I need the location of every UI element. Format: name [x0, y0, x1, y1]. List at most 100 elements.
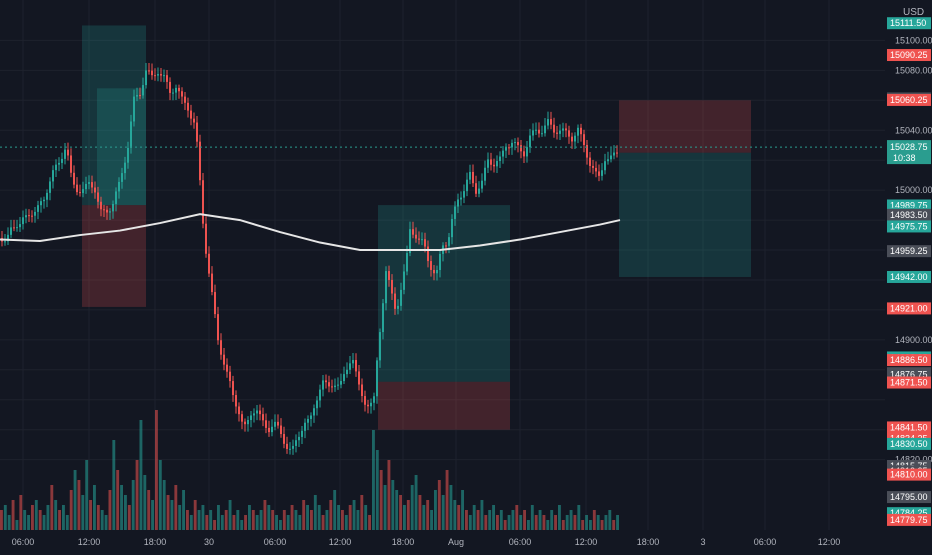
candle-body [196, 122, 198, 142]
time-axis[interactable]: 06:00 12:00 18:00 30 06:00 12:00 18:00 Aug 06:00… [12, 537, 841, 547]
price-tag-label: 14810.00 [890, 470, 928, 480]
candle-body [25, 215, 27, 218]
x-tick-label: 12:00 [78, 537, 101, 547]
grid [0, 0, 885, 530]
volume-bar [255, 515, 259, 530]
candle-body [55, 164, 57, 171]
candle-body [4, 241, 6, 243]
last-price-label: 15028.75 [890, 142, 928, 152]
candle-body [298, 436, 300, 441]
volume-bar [484, 515, 488, 530]
volume-bar [3, 505, 7, 530]
volume-bar [135, 460, 139, 530]
price-tag-label: 14989.75 [890, 200, 928, 210]
price-tag [887, 208, 931, 221]
volume-bar [58, 510, 61, 530]
candle-body [502, 150, 504, 157]
candle-body [526, 147, 528, 157]
position-boxes[interactable] [82, 25, 751, 430]
price-tag-label: 14975.75 [890, 221, 928, 231]
y-tick-label: 15040.00 [895, 125, 932, 135]
candle-body [472, 171, 474, 184]
candle-body [610, 155, 612, 160]
candle-body [328, 382, 330, 387]
y-tick-label: 15000.00 [895, 185, 932, 195]
profit-zone[interactable] [82, 25, 146, 206]
volume-bar [263, 500, 267, 530]
price-axis[interactable]: USD 14820.00 14900.00 15000.00 15040.00 1508… [895, 7, 932, 465]
candle-body [97, 192, 99, 202]
candle-body [595, 167, 597, 172]
volume-bar [534, 515, 538, 530]
candle-body [232, 381, 234, 396]
volume-bar [42, 515, 46, 530]
volume-bar [565, 515, 569, 530]
candle-body [277, 421, 279, 426]
candle-body [583, 134, 585, 146]
volume-bar [387, 460, 391, 530]
volume-bar [511, 510, 515, 530]
volume-bar [54, 500, 58, 530]
loss-zone[interactable] [82, 205, 146, 307]
candle-body [337, 384, 339, 386]
volume-bar [38, 510, 42, 530]
volume-bar [434, 490, 437, 530]
x-tick-label: Aug [448, 537, 464, 547]
volume-bar [236, 510, 240, 530]
profit-zone[interactable] [378, 205, 510, 382]
volume-bar [224, 510, 228, 530]
candle-body [19, 224, 21, 228]
candle-body [199, 141, 201, 181]
volume-bar [348, 505, 352, 530]
candle-body [562, 128, 564, 131]
volume-bar [89, 500, 92, 530]
loss-zone[interactable] [378, 381, 510, 430]
volume-bar [139, 420, 143, 530]
volume-bar [542, 515, 546, 530]
candle-body [268, 427, 270, 433]
volume-bar [329, 500, 333, 530]
candle-body [550, 119, 552, 125]
loss-zone[interactable] [619, 100, 751, 153]
volume-bar [554, 515, 557, 530]
volume-bar [612, 520, 616, 530]
candle-body [556, 132, 558, 134]
candle-body [16, 227, 18, 229]
volume-bar [492, 505, 495, 530]
candle-body [169, 81, 171, 93]
candle-body [229, 371, 231, 382]
volume-bar [472, 505, 476, 530]
last-price-tag [887, 140, 931, 165]
candle-body [52, 170, 54, 182]
price-tag-label: 14784.25 [890, 508, 928, 518]
volume-bar [558, 505, 561, 530]
candle-body [484, 167, 486, 181]
volume-bar [302, 500, 306, 530]
candle-body [448, 237, 450, 246]
volume-bar [499, 510, 503, 530]
price-tag-label: 14983.50 [890, 210, 928, 220]
volume-bar [193, 500, 197, 530]
volume-bar [151, 500, 154, 530]
candle-body [238, 406, 240, 415]
candle-body [163, 75, 165, 77]
volume-bar [34, 500, 38, 530]
candle-body [592, 165, 594, 168]
candle-body [523, 151, 525, 157]
volume-bar [515, 505, 519, 530]
volume-bar [596, 515, 600, 530]
candle-body [82, 189, 84, 194]
volume-bar [279, 520, 282, 530]
volume-bar [19, 495, 23, 530]
profit-zone[interactable] [619, 152, 751, 277]
candle-body [571, 136, 573, 142]
volume-bar [437, 480, 441, 530]
volume-bar [337, 505, 340, 530]
volume-bar [275, 515, 278, 530]
volume-bar [73, 470, 77, 530]
candle-body [271, 426, 273, 433]
candle-body [157, 74, 159, 76]
candle-body [145, 70, 147, 86]
